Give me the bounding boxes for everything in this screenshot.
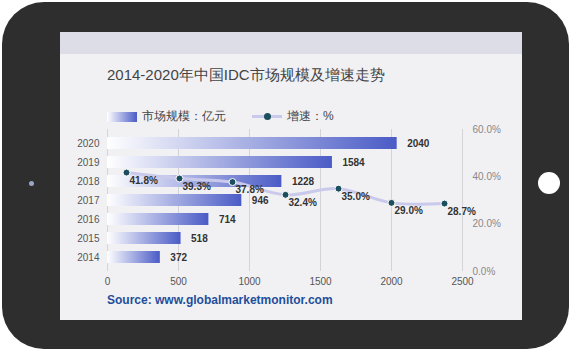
svg-text:2500: 2500 [451,276,474,287]
html-text:2014-2020年中国IDC市场规模及增速走势: 2014-2020年中国IDC市场规模及增速走势 [107,66,385,83]
svg-text:2017: 2017 [77,195,100,206]
svg-text:372: 372 [170,252,187,263]
html-text:市场规模：亿元: 市场规模：亿元 [142,109,226,123]
svg-text:37.8%: 37.8% [236,184,264,195]
svg-text:2016: 2016 [77,214,100,225]
svg-text:2018: 2018 [77,176,100,187]
svg-text:28.7%: 28.7% [448,206,476,217]
svg-text:2014: 2014 [77,252,100,263]
svg-text:40.0%: 40.0% [473,171,501,182]
svg-text:41.8%: 41.8% [130,175,158,186]
svg-text:0.0%: 0.0% [473,266,496,277]
svg-text:500: 500 [170,276,187,287]
svg-text:35.0%: 35.0% [342,191,370,202]
svg-text:1228: 1228 [292,176,315,187]
html-text:增速：%: 增速：% [287,109,334,123]
svg-text:1500: 1500 [309,276,332,287]
svg-text:1000: 1000 [238,276,261,287]
svg-text:2040: 2040 [407,138,430,149]
svg-text:60.0%: 60.0% [473,124,501,135]
svg-text:518: 518 [191,233,208,244]
svg-text:2000: 2000 [380,276,403,287]
svg-text:946: 946 [252,195,269,206]
svg-text:1584: 1584 [342,157,365,168]
svg-text:32.4%: 32.4% [289,197,317,208]
svg-text:2019: 2019 [77,157,100,168]
svg-text:2020: 2020 [77,138,100,149]
svg-text:39.3%: 39.3% [183,181,211,192]
html-text:Source: www.globalmarketmonito: Source: www.globalmarketmonitor.com [107,293,333,307]
svg-text:29.0%: 29.0% [395,205,423,216]
svg-text:0: 0 [105,276,111,287]
svg-text:2015: 2015 [77,233,100,244]
svg-text:20.0%: 20.0% [473,218,501,229]
svg-text:714: 714 [219,214,236,225]
